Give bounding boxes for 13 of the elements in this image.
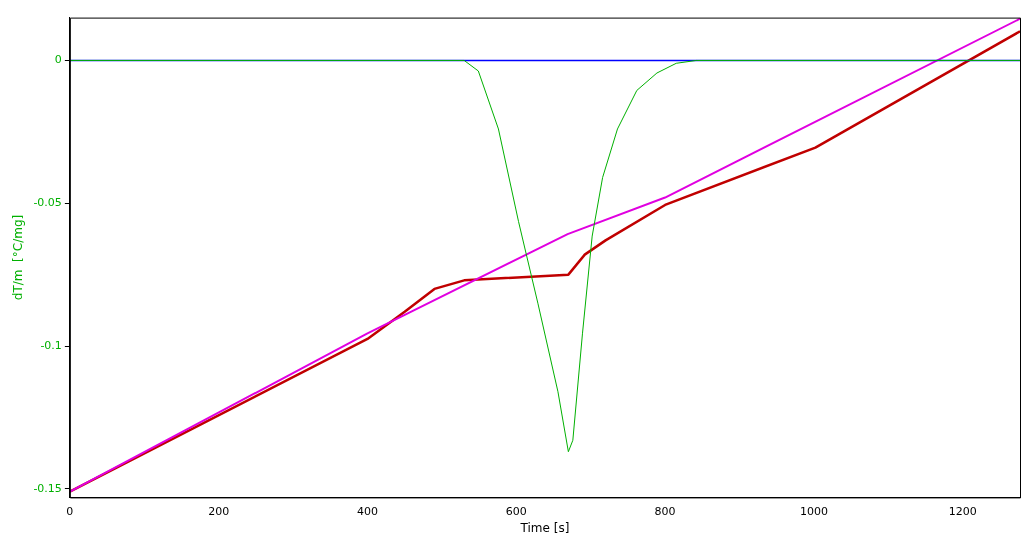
x-tick-label: 800 [654, 504, 676, 518]
y-tick-label: -0.05 [33, 196, 62, 210]
y-axis-title: dT/m [°C/mg] [11, 214, 26, 301]
y-tick-label: -0.1 [40, 338, 62, 352]
y-tick-label: -0.15 [33, 481, 62, 495]
x-tick-label: 600 [505, 504, 527, 518]
x-tick-label: 400 [356, 504, 378, 518]
x-tick-label: 1200 [948, 504, 977, 518]
x-tick-label: 0 [66, 504, 74, 518]
x-tick-label: 1000 [799, 504, 828, 518]
x-tick-label: 200 [208, 504, 230, 518]
y-tick-label: 0 [54, 53, 62, 67]
x-axis-title: Time [s] [519, 520, 570, 535]
